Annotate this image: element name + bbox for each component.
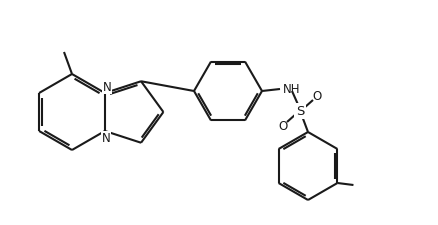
Text: O: O xyxy=(312,90,321,103)
Text: N: N xyxy=(102,81,111,94)
Text: O: O xyxy=(278,120,287,133)
Text: S: S xyxy=(295,105,304,118)
Text: N: N xyxy=(101,132,110,145)
Text: NH: NH xyxy=(283,83,300,96)
